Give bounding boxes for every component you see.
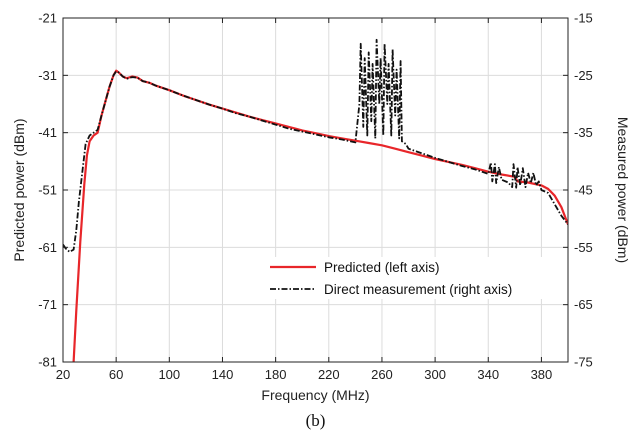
y-axis-label-right: Measured power (dBm): [615, 117, 631, 263]
y-tick-label-left: -71: [38, 297, 57, 312]
x-tick-label: 300: [424, 367, 446, 382]
legend-label-measured: Direct measurement (right axis): [324, 282, 512, 297]
y-tick-label-right: -55: [574, 240, 593, 255]
x-tick-label: 340: [477, 367, 499, 382]
y-axis-label-left: Predicted power (dBm): [11, 118, 27, 261]
y-tick-label-left: -51: [38, 183, 57, 198]
legend-label-predicted: Predicted (left axis): [324, 260, 440, 275]
y-tick-label-left: -81: [38, 355, 57, 370]
tick-labels: 20 60 100 140 180 220 260 300 340 380 -21 -31 -41 -51…: [38, 11, 593, 383]
y-tick-label-right: -35: [574, 125, 593, 140]
ticks: [62, 17, 568, 363]
y-tick-label-right: -45: [574, 183, 593, 198]
y-tick-label-left: -41: [38, 125, 57, 140]
x-tick-label: 100: [158, 367, 180, 382]
x-tick-label: 20: [56, 367, 70, 382]
series-group: [63, 38, 568, 362]
x-tick-label: 260: [371, 367, 393, 382]
legend: Predicted (left axis) Direct measurement…: [266, 257, 550, 299]
y-tick-label-left: -61: [38, 240, 57, 255]
x-axis-label: Frequency (MHz): [261, 387, 369, 403]
x-tick-label: 60: [109, 367, 123, 382]
x-tick-label: 380: [531, 367, 553, 382]
y-tick-label-left: -31: [38, 68, 57, 83]
series-line-predicted: [72, 69, 568, 362]
figure-caption: (b): [306, 411, 326, 430]
y-tick-label-left: -21: [38, 11, 57, 26]
x-tick-label: 140: [212, 367, 234, 382]
y-tick-label-right: -25: [574, 68, 593, 83]
legend-box: [266, 257, 550, 299]
series-line-measured: [63, 38, 568, 253]
x-tick-label: 180: [265, 367, 287, 382]
y-tick-label-right: -15: [574, 11, 593, 26]
y-tick-label-right: -65: [574, 297, 593, 312]
y-tick-label-right: -75: [574, 355, 593, 370]
gridlines: [62, 17, 568, 363]
x-tick-label: 220: [318, 367, 340, 382]
